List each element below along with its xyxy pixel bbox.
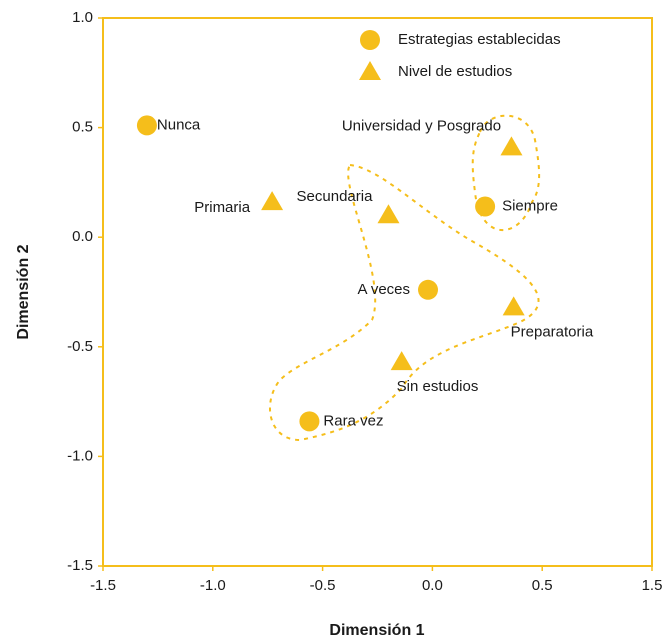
- x-tick-label: 0.5: [532, 577, 553, 594]
- legend-label: Estrategias establecidas: [398, 31, 561, 48]
- point: [261, 191, 284, 211]
- point-label: Secundaria: [297, 188, 374, 205]
- point: [418, 279, 439, 300]
- cluster-outline: [471, 114, 541, 231]
- y-tick-label: -1.5: [67, 557, 93, 574]
- legend-marker: [359, 61, 381, 80]
- y-tick-label: 1.0: [72, 9, 93, 26]
- point: [500, 136, 523, 156]
- point-label: Primaria: [194, 199, 250, 216]
- y-tick-label: -0.5: [67, 338, 93, 355]
- plot-frame: [102, 17, 653, 567]
- point: [475, 196, 496, 217]
- point-label: A veces: [357, 281, 410, 298]
- x-tick-label: -1.5: [90, 577, 116, 594]
- x-tick-label: -0.5: [310, 577, 336, 594]
- point-label: Nunca: [157, 116, 201, 133]
- y-tick-label: 0.0: [72, 228, 93, 245]
- point-label: Sin estudios: [397, 378, 479, 395]
- point: [502, 296, 525, 316]
- cluster-outline: [269, 163, 540, 442]
- y-tick-label: 0.5: [72, 119, 93, 136]
- point-label: Preparatoria: [511, 323, 594, 340]
- point: [299, 411, 320, 432]
- x-tick-label: -1.0: [200, 577, 226, 594]
- point-label: Universidad y Posgrado: [342, 117, 501, 134]
- legend-marker: [360, 30, 380, 50]
- x-tick-label: 0.0: [422, 577, 443, 594]
- point: [377, 204, 400, 224]
- y-axis-title: Dimensión 2: [15, 244, 32, 339]
- x-axis-title: Dimensión 1: [329, 622, 424, 639]
- point-label: Rara vez: [323, 412, 383, 429]
- point: [136, 115, 157, 136]
- y-tick-label: -1.0: [67, 447, 93, 464]
- point: [390, 351, 413, 371]
- legend-label: Nivel de estudios: [398, 63, 512, 80]
- point-label: Siempre: [502, 197, 558, 214]
- x-tick-label: 1.5: [642, 577, 663, 594]
